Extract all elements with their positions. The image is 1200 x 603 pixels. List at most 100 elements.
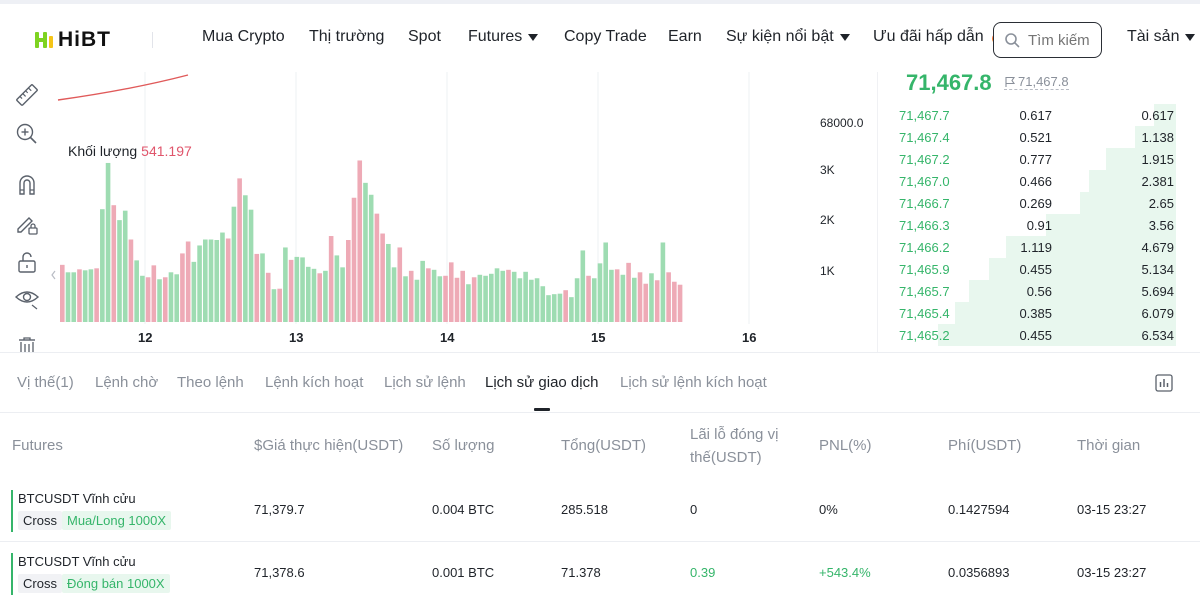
bid-total: 6.079 bbox=[1141, 306, 1174, 321]
chevron-down-icon bbox=[1185, 33, 1196, 41]
tab-lenh-kich-hoat[interactable]: Lệnh kích hoạt bbox=[265, 374, 364, 391]
volume-bar bbox=[368, 194, 374, 322]
trash-icon[interactable] bbox=[14, 336, 40, 352]
side-badge: Mua/Long 1000X bbox=[62, 511, 172, 530]
margin-mode-badge: Cross bbox=[18, 574, 62, 593]
orderbook-row[interactable]: 71,466.7 0.269 2.65 bbox=[880, 192, 1176, 214]
volume-axis-tick-3k: 3K bbox=[820, 163, 835, 177]
volume-bar bbox=[305, 266, 311, 322]
depth-bar bbox=[1106, 148, 1176, 170]
volume-bar bbox=[340, 267, 345, 322]
orderbook-row[interactable]: 71,466.2 1.119 4.679 bbox=[880, 236, 1176, 258]
mark-price[interactable]: 71,467.8 bbox=[1004, 74, 1069, 90]
nav-spot[interactable]: Spot bbox=[408, 28, 441, 46]
depth-bar bbox=[1079, 192, 1176, 214]
ruler-icon[interactable] bbox=[14, 82, 40, 108]
nav-earn[interactable]: Earn bbox=[668, 28, 702, 46]
tab-lich-su-lenh[interactable]: Lịch sử lệnh bbox=[384, 374, 466, 391]
x-axis-label-15: 15 bbox=[591, 330, 606, 345]
tab-theo-lenh[interactable]: Theo lệnh bbox=[177, 374, 244, 391]
volume-bar bbox=[185, 241, 191, 322]
bid-qty: 0.455 bbox=[1019, 328, 1052, 343]
volume-bar bbox=[506, 269, 511, 322]
volume-bar bbox=[471, 277, 477, 322]
logo[interactable]: HiBT bbox=[34, 26, 111, 54]
nav-copy-trade[interactable]: Copy Trade bbox=[564, 28, 647, 46]
volume-bar bbox=[311, 268, 317, 322]
nav-su-kien[interactable]: Sự kiện nổi bật bbox=[726, 28, 850, 46]
tab-vi-the[interactable]: Vị thế(1) bbox=[17, 374, 74, 391]
volume-bar bbox=[231, 206, 237, 322]
volume-bar bbox=[517, 278, 523, 322]
volume-bar bbox=[357, 160, 363, 322]
bid-total: 0.617 bbox=[1141, 108, 1174, 123]
orderbook-row[interactable]: 71,465.9 0.455 5.134 bbox=[880, 258, 1176, 280]
volume-chart[interactable] bbox=[50, 72, 830, 354]
orderbook-row[interactable]: 71,467.2 0.777 1.915 bbox=[880, 148, 1176, 170]
bid-qty: 0.56 bbox=[1026, 284, 1052, 299]
zoom-in-icon[interactable] bbox=[14, 121, 40, 147]
search-box[interactable] bbox=[993, 22, 1102, 58]
logo-mark-icon bbox=[35, 32, 53, 48]
chevron-down-icon bbox=[839, 33, 850, 41]
volume-bar bbox=[300, 257, 305, 322]
volume-bar bbox=[614, 269, 620, 322]
volume-bar bbox=[529, 279, 534, 322]
volume-bar bbox=[105, 162, 111, 322]
volume-bar bbox=[60, 264, 65, 322]
tab-lenh-cho[interactable]: Lệnh chờ bbox=[95, 374, 159, 391]
bid-price: 71,465.2 bbox=[899, 328, 950, 343]
eye-icon[interactable] bbox=[14, 285, 40, 311]
row-fee: 0.1427594 bbox=[948, 502, 1010, 517]
orderbook-row[interactable]: 71,467.4 0.521 1.138 bbox=[880, 126, 1176, 148]
volume-bar bbox=[288, 259, 294, 323]
volume-bar bbox=[168, 272, 174, 322]
unlock-icon[interactable] bbox=[14, 249, 40, 275]
row-qty: 0.004 BTC bbox=[432, 502, 495, 517]
tab-lich-su-lenh-kich-hoat[interactable]: Lịch sử lệnh kích hoạt bbox=[620, 374, 767, 391]
nav-mua-crypto[interactable]: Mua Crypto bbox=[202, 28, 285, 46]
orderbook-row[interactable]: 71,465.7 0.56 5.694 bbox=[880, 280, 1176, 302]
nav-uu-dai[interactable]: Ưu đãi hấp dẫn🔥 bbox=[873, 28, 1007, 46]
volume-bar bbox=[134, 260, 139, 322]
volume-bar bbox=[494, 268, 500, 322]
margin-mode-badge: Cross bbox=[18, 511, 62, 530]
col-header-price: $Giá thực hiện(USDT) bbox=[254, 437, 404, 454]
volume-bar bbox=[82, 270, 88, 322]
top-navigation-bar: HiBT Mua Crypto Thị trường Spot Futures … bbox=[0, 0, 1200, 80]
bid-qty: 1.119 bbox=[1020, 240, 1052, 255]
volume-bar bbox=[237, 178, 242, 322]
nav-futures[interactable]: Futures bbox=[468, 28, 539, 46]
volume-bar bbox=[511, 271, 517, 322]
depth-bar bbox=[1089, 170, 1176, 192]
volume-bar bbox=[597, 263, 603, 322]
bid-total: 4.679 bbox=[1141, 240, 1174, 255]
row-symbol: BTCUSDT Vĩnh cửu bbox=[18, 554, 136, 569]
orderbook-row[interactable]: 71,467.0 0.466 2.381 bbox=[880, 170, 1176, 192]
row-divider bbox=[0, 541, 1200, 542]
depth-bar bbox=[1153, 104, 1176, 126]
orderbook-row[interactable]: 71,465.2 0.455 6.534 bbox=[880, 324, 1176, 346]
volume-bar bbox=[580, 250, 586, 322]
magnet-icon[interactable] bbox=[14, 172, 40, 198]
volume-bar bbox=[323, 270, 328, 322]
row-pnl: 0 bbox=[690, 502, 698, 517]
chevron-down-icon bbox=[528, 33, 539, 41]
tab-lich-su-giao-dich[interactable]: Lịch sử giao dịch bbox=[485, 374, 599, 391]
volume-bar bbox=[248, 209, 254, 322]
orderbook-row[interactable]: 71,466.3 0.91 3.56 bbox=[880, 214, 1176, 236]
volume-bar bbox=[380, 233, 385, 322]
volume-bar bbox=[363, 182, 368, 322]
bid-total: 6.534 bbox=[1141, 328, 1174, 343]
orderbook-row[interactable]: 71,465.4 0.385 6.079 bbox=[880, 302, 1176, 324]
search-input[interactable] bbox=[1028, 31, 1090, 49]
row-price: 71,379.7 bbox=[254, 502, 305, 517]
nav-tai-san[interactable]: Tài sản bbox=[1127, 28, 1196, 46]
pencil-lock-icon[interactable] bbox=[14, 211, 40, 237]
orderbook-row[interactable]: 71,467.7 0.617 0.617 bbox=[880, 104, 1176, 126]
nav-thi-truong[interactable]: Thị trường bbox=[309, 28, 384, 46]
bar-chart-icon[interactable] bbox=[1155, 374, 1173, 392]
volume-bar bbox=[426, 268, 431, 322]
bid-total: 2.65 bbox=[1148, 196, 1174, 211]
row-price: 71,378.6 bbox=[254, 565, 305, 580]
